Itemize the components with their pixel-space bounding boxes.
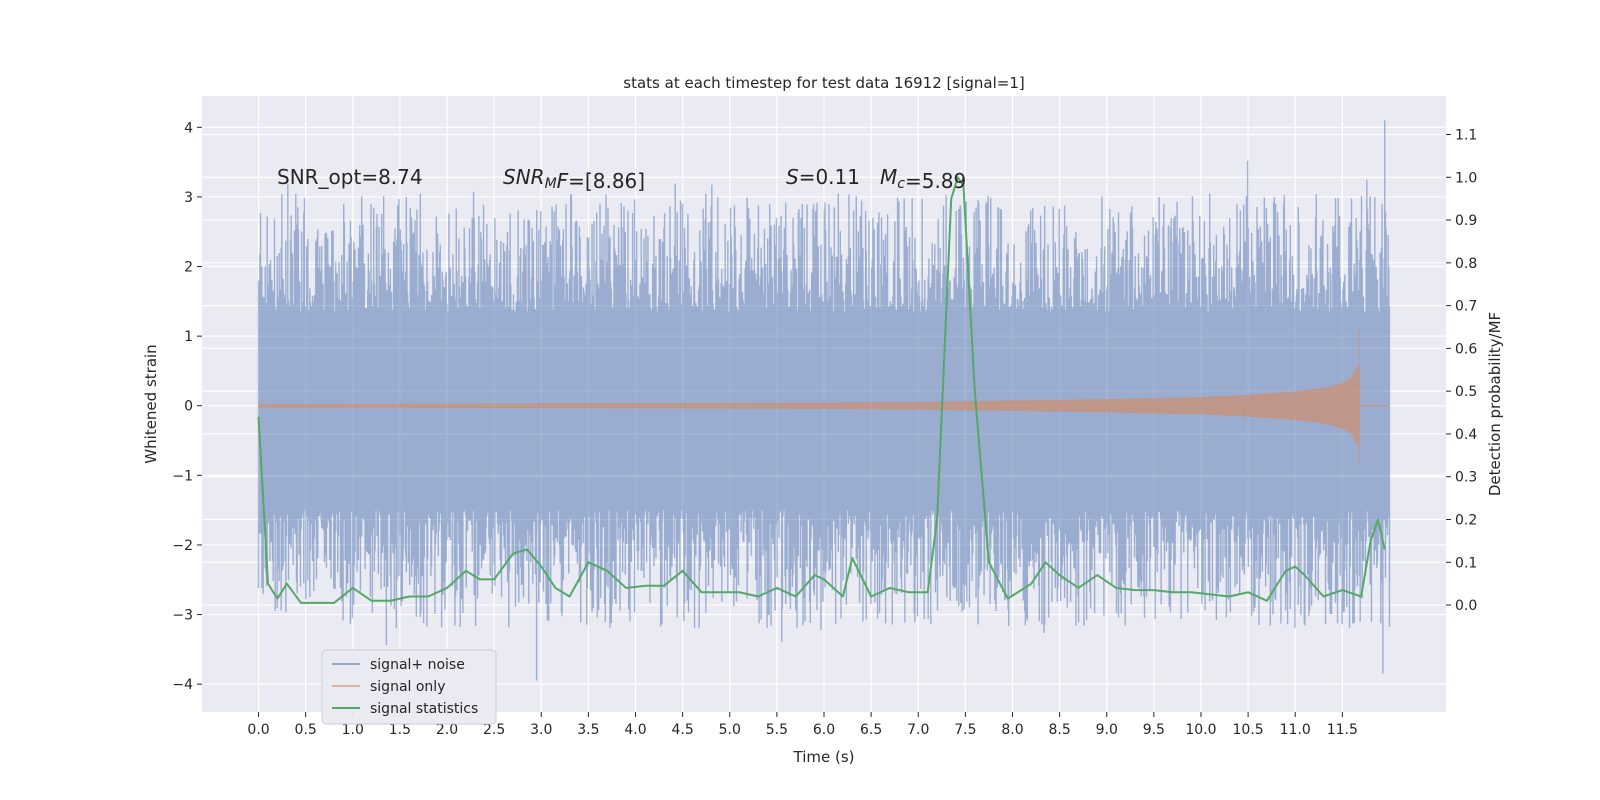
y2-tick-label: 0.4: [1455, 427, 1477, 443]
y2-tick-label: 1.0: [1455, 170, 1477, 186]
y-tick-label: 0: [184, 399, 193, 415]
y2-tick-label: 0.3: [1455, 470, 1477, 486]
y2-tick-label: 0.9: [1455, 213, 1477, 229]
x-tick-label: 1.0: [342, 722, 364, 738]
annotation-mc-value: Mc=5.89: [880, 165, 966, 193]
axes: 0.0 0.5 1.0 1.5 2.0 2.5 3.0 3.5 4.0 4.5 5.0 5.5 6.0 6…: [172, 120, 1477, 738]
y-tick-label: −3: [172, 608, 193, 624]
x-tick-label: 2.5: [483, 722, 505, 738]
x-tick-label: 10.5: [1233, 722, 1264, 738]
y2-tick-label: 0.6: [1455, 341, 1477, 357]
x-tick-label: 6.5: [860, 722, 882, 738]
y2-tick-label: 1.1: [1455, 128, 1477, 144]
legend-label: signal statistics: [370, 701, 478, 717]
chirp-envelope: [258, 329, 1360, 465]
y-tick-label: 4: [184, 120, 193, 136]
y-tick-label: −4: [172, 677, 193, 693]
plot-content: [257, 120, 1391, 681]
x-tick-label: 0.0: [247, 722, 269, 738]
annotations: SNR_opt=8.74 SNRMF=[8.86] S=0.11 Mc=5.89: [277, 165, 966, 193]
x-tick-label: 9.0: [1096, 722, 1118, 738]
x-axis-label: Time (s): [793, 748, 855, 766]
x-tick-label: 7.5: [954, 722, 976, 738]
legend-box: [321, 649, 497, 725]
x-tick-label: 10.0: [1185, 722, 1216, 738]
annotation-part: S: [786, 165, 799, 189]
annotation-part: =0.11: [799, 165, 860, 189]
y-tick-label: 1: [184, 329, 193, 345]
y-axis-label: Whitened strain: [142, 344, 160, 463]
annotation-part: SNR: [503, 165, 545, 189]
x-tick-label: 11.5: [1327, 722, 1358, 738]
legend-label: signal only: [370, 679, 445, 695]
legend: signal+ noise signal only signal statistic…: [321, 649, 497, 725]
chart-title: stats at each timestep for test data 169…: [623, 74, 1024, 92]
legend-label: signal+ noise: [370, 657, 465, 673]
annotation-part: =[8.86]: [568, 169, 645, 193]
x-tick-label: 1.5: [389, 722, 411, 738]
x-tick-label: 5.0: [719, 722, 741, 738]
y2-tick-label: 0.7: [1455, 299, 1477, 315]
x-tick-label: 2.0: [436, 722, 458, 738]
annotation-part: M: [880, 165, 897, 189]
y-tick-label: −1: [172, 468, 193, 484]
x-tick-label: 4.5: [672, 722, 694, 738]
x-tick-label: 5.5: [766, 722, 788, 738]
x-tick-label: 7.0: [907, 722, 929, 738]
annotation-part: M: [545, 176, 557, 192]
y-tick-label: −2: [172, 538, 193, 554]
x-tick-label: 8.0: [1001, 722, 1023, 738]
y2-tick-label: 0.8: [1455, 256, 1477, 272]
series-signal-only: [258, 329, 1390, 465]
x-tick-label: 11.0: [1280, 722, 1311, 738]
annotation-s-value: S=0.11: [786, 165, 860, 189]
x-tick-label: 9.5: [1143, 722, 1165, 738]
x-tick-label: 3.5: [577, 722, 599, 738]
x-tick-label: 0.5: [295, 722, 317, 738]
y2-tick-label: 0.2: [1455, 513, 1477, 529]
y2-tick-label: 0.5: [1455, 384, 1477, 400]
annotation-part: c: [897, 176, 905, 192]
y2-axis-label: Detection probability/MF: [1486, 312, 1504, 496]
y-tick-label: 3: [184, 190, 193, 206]
x-tick-label: 8.5: [1048, 722, 1070, 738]
y-tick-label: 2: [184, 260, 193, 276]
series-signal-statistics: [257, 176, 1386, 604]
annotation-snr-opt: SNR_opt=8.74: [277, 165, 423, 189]
x-tick-label: 4.0: [624, 722, 646, 738]
y2-tick-label: 0.0: [1455, 598, 1477, 614]
annotation-snr-mf: SNRMF=[8.86]: [503, 165, 645, 193]
x-tick-label: 3.0: [530, 722, 552, 738]
annotation-part: =5.89: [905, 169, 966, 193]
annotation-part: SNR_opt=8.74: [277, 165, 423, 189]
y2-tick-label: 0.1: [1455, 555, 1477, 571]
annotation-part: F: [557, 169, 569, 193]
x-tick-label: 6.0: [813, 722, 835, 738]
